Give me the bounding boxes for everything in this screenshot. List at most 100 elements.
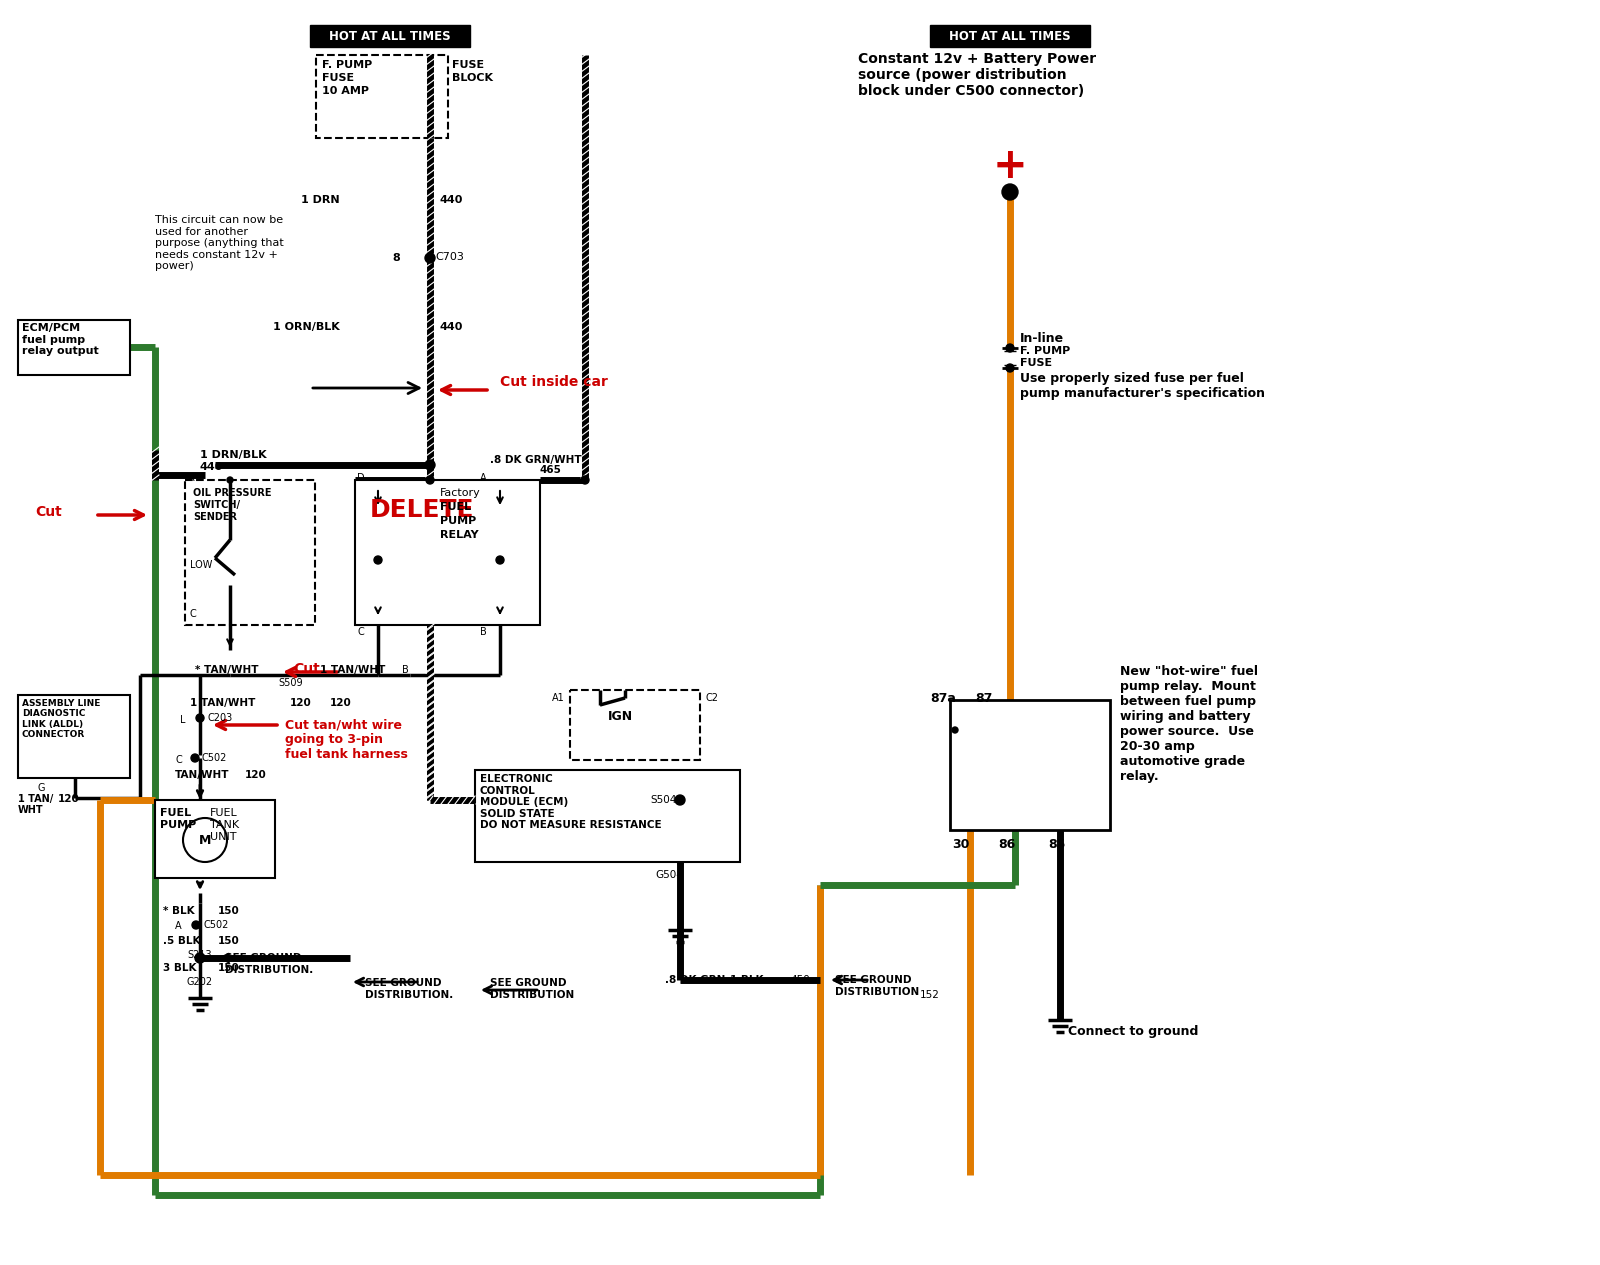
Text: New "hot-wire" fuel
pump relay.  Mount
between fuel pump
wiring and battery
powe: New "hot-wire" fuel pump relay. Mount be…: [1120, 665, 1258, 783]
Text: C2: C2: [706, 693, 718, 703]
Text: UNIT: UNIT: [210, 832, 237, 842]
Circle shape: [1002, 183, 1018, 200]
Text: WHT: WHT: [18, 805, 43, 815]
Text: 152: 152: [920, 990, 939, 1001]
Text: 150: 150: [218, 906, 240, 916]
Text: S213: S213: [187, 950, 213, 960]
Text: .5 BLK: .5 BLK: [163, 936, 200, 946]
Circle shape: [195, 713, 205, 722]
Text: 1 TAN/WHT: 1 TAN/WHT: [320, 665, 386, 676]
Text: C: C: [190, 608, 197, 619]
Circle shape: [675, 794, 685, 805]
Text: * TAN/WHT: * TAN/WHT: [195, 665, 259, 676]
Circle shape: [581, 476, 589, 484]
Text: * BLK: * BLK: [163, 906, 195, 916]
Text: 1 DRN: 1 DRN: [301, 195, 339, 205]
Text: 1 TAN/: 1 TAN/: [18, 794, 53, 805]
Text: 465: 465: [541, 466, 562, 474]
Text: G: G: [38, 783, 45, 793]
Circle shape: [426, 460, 435, 471]
Text: FUSE: FUSE: [453, 59, 485, 70]
Circle shape: [195, 953, 205, 963]
Text: TAN/WHT: TAN/WHT: [174, 770, 229, 781]
Text: This circuit can now be
used for another
purpose (anything that
needs constant 1: This circuit can now be used for another…: [155, 215, 283, 272]
Text: HOT AT ALL TIMES: HOT AT ALL TIMES: [330, 29, 451, 43]
Text: 120: 120: [58, 794, 80, 805]
Bar: [475, 770, 739, 861]
Text: .8 DK GRN: .8 DK GRN: [666, 975, 725, 985]
Text: Use properly sized fuse per fuel
pump manufacturer's specification: Use properly sized fuse per fuel pump ma…: [1021, 372, 1266, 400]
Text: PUMP: PUMP: [440, 516, 477, 526]
Bar: [930, 25, 1090, 47]
Text: IGN: IGN: [608, 710, 632, 724]
Circle shape: [192, 921, 200, 929]
Text: 8: 8: [392, 253, 400, 263]
Text: 87a: 87a: [930, 692, 955, 705]
Text: 150: 150: [218, 963, 240, 973]
Text: FUSE: FUSE: [1021, 358, 1053, 368]
Text: L: L: [179, 715, 186, 725]
Text: HOT AT ALL TIMES: HOT AT ALL TIMES: [949, 29, 1070, 43]
Text: BLOCK: BLOCK: [453, 73, 493, 83]
Bar: [155, 799, 275, 878]
Bar: [317, 54, 448, 138]
Circle shape: [227, 477, 234, 483]
Text: C203: C203: [206, 713, 232, 724]
Text: .8 DK GRN/WHT: .8 DK GRN/WHT: [490, 455, 582, 466]
Text: 120: 120: [245, 770, 267, 781]
Text: C502: C502: [202, 753, 227, 763]
Text: 30: 30: [952, 837, 970, 851]
Text: A: A: [174, 921, 182, 931]
Circle shape: [426, 476, 434, 484]
Text: +: +: [992, 145, 1027, 187]
Text: 1 ORN/BLK: 1 ORN/BLK: [274, 323, 339, 331]
Text: 440: 440: [200, 462, 224, 472]
Text: 440: 440: [440, 195, 464, 205]
Text: DELETE: DELETE: [370, 498, 475, 522]
Text: ELECTRONIC
CONTROL
MODULE (ECM)
SOLID STATE
DO NOT MEASURE RESISTANCE: ELECTRONIC CONTROL MODULE (ECM) SOLID ST…: [480, 774, 662, 830]
Text: Cut inside car: Cut inside car: [499, 374, 608, 390]
Text: F. PUMP: F. PUMP: [1021, 347, 1070, 355]
Bar: [186, 479, 315, 625]
Bar: [18, 320, 130, 374]
Text: SEE GROUND
DISTRIBUTION: SEE GROUND DISTRIBUTION: [835, 975, 920, 997]
Text: B: B: [402, 665, 408, 676]
Text: 3 BLK: 3 BLK: [163, 963, 197, 973]
Text: 1 TAN/WHT: 1 TAN/WHT: [190, 698, 256, 708]
Text: Cut: Cut: [293, 662, 320, 676]
Text: 87: 87: [974, 692, 992, 705]
Text: LOW: LOW: [190, 560, 213, 571]
Text: 10 AMP: 10 AMP: [322, 86, 370, 96]
Text: ECM/PCM
fuel pump
relay output: ECM/PCM fuel pump relay output: [22, 323, 99, 357]
Bar: [18, 694, 130, 778]
Text: S509: S509: [278, 678, 302, 688]
Text: Constant 12v + Battery Power
source (power distribution
block under C500 connect: Constant 12v + Battery Power source (pow…: [858, 52, 1096, 99]
Circle shape: [952, 727, 958, 732]
Bar: [950, 700, 1110, 830]
Circle shape: [1006, 364, 1014, 372]
Text: 120: 120: [330, 698, 352, 708]
Text: Cut: Cut: [35, 505, 62, 519]
Text: PUMP: PUMP: [160, 820, 197, 830]
Text: Cut tan/wht wire
going to 3-pin
fuel tank harness: Cut tan/wht wire going to 3-pin fuel tan…: [285, 719, 408, 762]
Text: Connect to ground: Connect to ground: [1069, 1025, 1198, 1039]
Circle shape: [496, 557, 504, 564]
Text: 1 BLK: 1 BLK: [730, 975, 763, 985]
Text: S504: S504: [650, 794, 677, 805]
Text: A1: A1: [552, 693, 565, 703]
Text: FUSE: FUSE: [322, 73, 354, 83]
Text: G202: G202: [187, 977, 213, 987]
Circle shape: [1006, 344, 1014, 352]
Text: 120: 120: [290, 698, 312, 708]
Text: C: C: [174, 755, 182, 765]
Text: FUEL: FUEL: [160, 808, 190, 818]
Text: RELAY: RELAY: [440, 530, 478, 540]
Text: SEE GROUND
DISTRIBUTION: SEE GROUND DISTRIBUTION: [490, 978, 574, 999]
Bar: [570, 689, 701, 760]
Text: C502: C502: [205, 920, 229, 930]
Text: M: M: [198, 834, 211, 846]
Text: 450: 450: [790, 975, 810, 985]
Circle shape: [190, 754, 198, 762]
Text: 85: 85: [1048, 837, 1066, 851]
Text: SEE GROUND
DISTRIBUTION.: SEE GROUND DISTRIBUTION.: [365, 978, 453, 999]
